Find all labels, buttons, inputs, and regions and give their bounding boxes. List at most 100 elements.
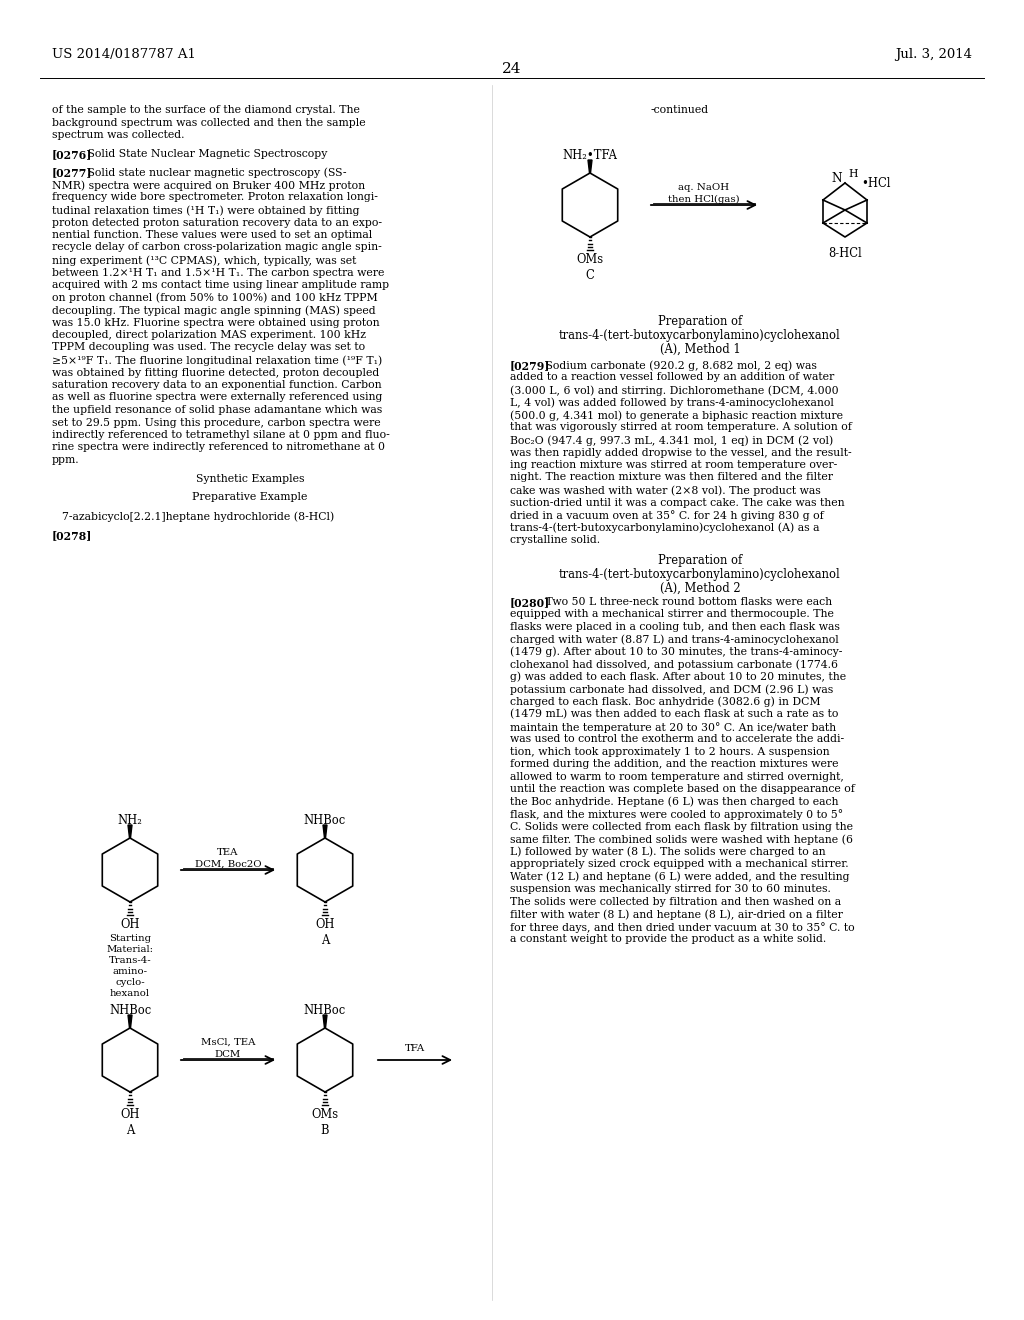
Text: NHBoc: NHBoc (109, 1005, 152, 1016)
Text: Water (12 L) and heptane (6 L) were added, and the resulting: Water (12 L) and heptane (6 L) were adde… (510, 871, 850, 882)
Text: L) followed by water (8 L). The solids were charged to an: L) followed by water (8 L). The solids w… (510, 846, 825, 857)
Text: [0277]: [0277] (52, 168, 92, 178)
Text: spectrum was collected.: spectrum was collected. (52, 129, 184, 140)
Text: of the sample to the surface of the diamond crystal. The: of the sample to the surface of the diam… (52, 106, 359, 115)
Polygon shape (588, 160, 592, 173)
Text: OH: OH (120, 1107, 139, 1121)
Text: charged to each flask. Boc anhydride (3082.6 g) in DCM: charged to each flask. Boc anhydride (30… (510, 697, 820, 708)
Text: NH₂: NH₂ (118, 814, 142, 828)
Text: ing reaction mixture was stirred at room temperature over-: ing reaction mixture was stirred at room… (510, 459, 838, 470)
Text: allowed to warm to room temperature and stirred overnight,: allowed to warm to room temperature and … (510, 772, 844, 781)
Text: until the reaction was complete based on the disappearance of: until the reaction was complete based on… (510, 784, 855, 795)
Text: H: H (848, 169, 857, 180)
Text: maintain the temperature at 20 to 30° C. An ice/water bath: maintain the temperature at 20 to 30° C.… (510, 722, 837, 733)
Text: 7-azabicyclo[2.2.1]heptane hydrochloride (8-HCl): 7-azabicyclo[2.2.1]heptane hydrochloride… (62, 511, 334, 521)
Text: trans-4-(tert-butoxycarbonylamino)cyclohexanol: trans-4-(tert-butoxycarbonylamino)cycloh… (559, 329, 841, 342)
Text: clohexanol had dissolved, and potassium carbonate (1774.6: clohexanol had dissolved, and potassium … (510, 659, 838, 669)
Text: ≥5×¹⁹F T₁. The fluorine longitudinal relaxation time (¹⁹F T₁): ≥5×¹⁹F T₁. The fluorine longitudinal rel… (52, 355, 382, 366)
Text: ppm.: ppm. (52, 455, 80, 465)
Text: rine spectra were indirectly referenced to nitromethane at 0: rine spectra were indirectly referenced … (52, 442, 385, 453)
Text: C. Solids were collected from each flask by filtration using the: C. Solids were collected from each flask… (510, 822, 853, 832)
Text: was 15.0 kHz. Fluorine spectra were obtained using proton: was 15.0 kHz. Fluorine spectra were obta… (52, 318, 380, 327)
Text: was used to control the exotherm and to accelerate the addi-: was used to control the exotherm and to … (510, 734, 844, 744)
Text: tion, which took approximately 1 to 2 hours. A suspension: tion, which took approximately 1 to 2 ho… (510, 747, 829, 756)
Text: TFA: TFA (404, 1044, 425, 1053)
Text: Solid state nuclear magnetic spectroscopy (SS-: Solid state nuclear magnetic spectroscop… (77, 168, 346, 178)
Text: the Boc anhydride. Heptane (6 L) was then charged to each: the Boc anhydride. Heptane (6 L) was the… (510, 797, 839, 808)
Text: TPPM decoupling was used. The recycle delay was set to: TPPM decoupling was used. The recycle de… (52, 342, 366, 352)
Text: C: C (586, 269, 594, 282)
Text: decoupled, direct polarization MAS experiment. 100 kHz: decoupled, direct polarization MAS exper… (52, 330, 366, 341)
Text: cake was washed with water (2×8 vol). The product was: cake was washed with water (2×8 vol). Th… (510, 484, 821, 495)
Text: as well as fluorine spectra were externally referenced using: as well as fluorine spectra were externa… (52, 392, 382, 403)
Text: DCM, Boc2O: DCM, Boc2O (195, 861, 261, 869)
Text: nential function. These values were used to set an optimal: nential function. These values were used… (52, 230, 373, 240)
Text: -continued: -continued (651, 106, 709, 115)
Text: 24: 24 (502, 62, 522, 77)
Text: (1479 mL) was then added to each flask at such a rate as to: (1479 mL) was then added to each flask a… (510, 709, 839, 719)
Text: ning experiment (¹³C CPMAS), which, typically, was set: ning experiment (¹³C CPMAS), which, typi… (52, 255, 356, 265)
Text: formed during the addition, and the reaction mixtures were: formed during the addition, and the reac… (510, 759, 839, 770)
Text: flask, and the mixtures were cooled to approximately 0 to 5°: flask, and the mixtures were cooled to a… (510, 809, 843, 820)
Text: set to 29.5 ppm. Using this procedure, carbon spectra were: set to 29.5 ppm. Using this procedure, c… (52, 417, 381, 428)
Text: suspension was mechanically stirred for 30 to 60 minutes.: suspension was mechanically stirred for … (510, 884, 830, 894)
Text: MsCl, TEA: MsCl, TEA (201, 1038, 255, 1047)
Text: added to a reaction vessel followed by an addition of water: added to a reaction vessel followed by a… (510, 372, 835, 383)
Text: the upfield resonance of solid phase adamantane which was: the upfield resonance of solid phase ada… (52, 405, 382, 414)
Text: suction-dried until it was a compact cake. The cake was then: suction-dried until it was a compact cak… (510, 498, 845, 507)
Text: Synthetic Examples: Synthetic Examples (196, 474, 304, 483)
Polygon shape (128, 1015, 132, 1028)
Text: charged with water (8.87 L) and trans-4-aminocyclohexanol: charged with water (8.87 L) and trans-4-… (510, 634, 839, 644)
Text: saturation recovery data to an exponential function. Carbon: saturation recovery data to an exponenti… (52, 380, 382, 389)
Text: (A), Method 1: (A), Method 1 (659, 343, 740, 356)
Text: Jul. 3, 2014: Jul. 3, 2014 (895, 48, 972, 61)
Text: [0279]: [0279] (510, 360, 550, 371)
Text: NHBoc: NHBoc (304, 814, 346, 828)
Text: A: A (126, 1125, 134, 1137)
Text: TEA: TEA (217, 847, 239, 857)
Text: N: N (831, 173, 842, 186)
Text: OH: OH (120, 917, 139, 931)
Text: a constant weight to provide the product as a white solid.: a constant weight to provide the product… (510, 935, 826, 944)
Text: appropriately sized crock equipped with a mechanical stirrer.: appropriately sized crock equipped with … (510, 859, 849, 870)
Text: between 1.2×¹H T₁ and 1.5×¹H T₁. The carbon spectra were: between 1.2×¹H T₁ and 1.5×¹H T₁. The car… (52, 268, 384, 277)
Text: [0280]: [0280] (510, 597, 550, 607)
Text: same filter. The combined solids were washed with heptane (6: same filter. The combined solids were wa… (510, 834, 853, 845)
Text: tudinal relaxation times (¹H T₁) were obtained by fitting: tudinal relaxation times (¹H T₁) were ob… (52, 205, 359, 215)
Text: trans-4-(tert-butoxycarbonylamino)cyclohexanol: trans-4-(tert-butoxycarbonylamino)cycloh… (559, 568, 841, 581)
Text: Starting: Starting (109, 935, 151, 942)
Text: (A), Method 2: (A), Method 2 (659, 582, 740, 595)
Text: was then rapidly added dropwise to the vessel, and the result-: was then rapidly added dropwise to the v… (510, 447, 852, 458)
Text: (1479 g). After about 10 to 30 minutes, the trans-4-aminocy-: (1479 g). After about 10 to 30 minutes, … (510, 647, 843, 657)
Text: g) was added to each flask. After about 10 to 20 minutes, the: g) was added to each flask. After about … (510, 672, 846, 682)
Text: US 2014/0187787 A1: US 2014/0187787 A1 (52, 48, 196, 61)
Text: aq. NaOH: aq. NaOH (679, 183, 729, 191)
Text: on proton channel (from 50% to 100%) and 100 kHz TPPM: on proton channel (from 50% to 100%) and… (52, 293, 378, 304)
Text: for three days, and then dried under vacuum at 30 to 35° C. to: for three days, and then dried under vac… (510, 921, 855, 933)
Text: cyclo-: cyclo- (115, 978, 144, 987)
Text: proton detected proton saturation recovery data to an expo-: proton detected proton saturation recove… (52, 218, 382, 227)
Text: acquired with 2 ms contact time using linear amplitude ramp: acquired with 2 ms contact time using li… (52, 280, 389, 290)
Text: Boc₂O (947.4 g, 997.3 mL, 4.341 mol, 1 eq) in DCM (2 vol): Boc₂O (947.4 g, 997.3 mL, 4.341 mol, 1 e… (510, 436, 834, 446)
Polygon shape (323, 825, 327, 838)
Text: Two 50 L three-neck round bottom flasks were each: Two 50 L three-neck round bottom flasks … (535, 597, 833, 607)
Text: [0278]: [0278] (52, 531, 92, 541)
Text: NMR) spectra were acquired on Bruker 400 MHz proton: NMR) spectra were acquired on Bruker 400… (52, 180, 366, 190)
Text: OMs: OMs (311, 1107, 339, 1121)
Text: dried in a vacuum oven at 35° C. for 24 h giving 830 g of: dried in a vacuum oven at 35° C. for 24 … (510, 510, 823, 521)
Text: [0276]: [0276] (52, 149, 92, 160)
Text: potassium carbonate had dissolved, and DCM (2.96 L) was: potassium carbonate had dissolved, and D… (510, 684, 834, 694)
Text: recycle delay of carbon cross-polarization magic angle spin-: recycle delay of carbon cross-polarizati… (52, 243, 382, 252)
Text: then HCl(gas): then HCl(gas) (669, 195, 739, 205)
Text: that was vigorously stirred at room temperature. A solution of: that was vigorously stirred at room temp… (510, 422, 852, 433)
Text: indirectly referenced to tetramethyl silane at 0 ppm and fluo-: indirectly referenced to tetramethyl sil… (52, 430, 390, 440)
Text: equipped with a mechanical stirrer and thermocouple. The: equipped with a mechanical stirrer and t… (510, 610, 834, 619)
Text: flasks were placed in a cooling tub, and then each flask was: flasks were placed in a cooling tub, and… (510, 622, 840, 632)
Text: (3.000 L, 6 vol) and stirring. Dichloromethane (DCM, 4.000: (3.000 L, 6 vol) and stirring. Dichlorom… (510, 385, 839, 396)
Polygon shape (128, 825, 132, 838)
Text: background spectrum was collected and then the sample: background spectrum was collected and th… (52, 117, 366, 128)
Text: Sodium carbonate (920.2 g, 8.682 mol, 2 eq) was: Sodium carbonate (920.2 g, 8.682 mol, 2 … (535, 360, 817, 371)
Text: decoupling. The typical magic angle spinning (MAS) speed: decoupling. The typical magic angle spin… (52, 305, 376, 315)
Text: frequency wide bore spectrometer. Proton relaxation longi-: frequency wide bore spectrometer. Proton… (52, 193, 378, 202)
Text: hexanol: hexanol (110, 989, 150, 998)
